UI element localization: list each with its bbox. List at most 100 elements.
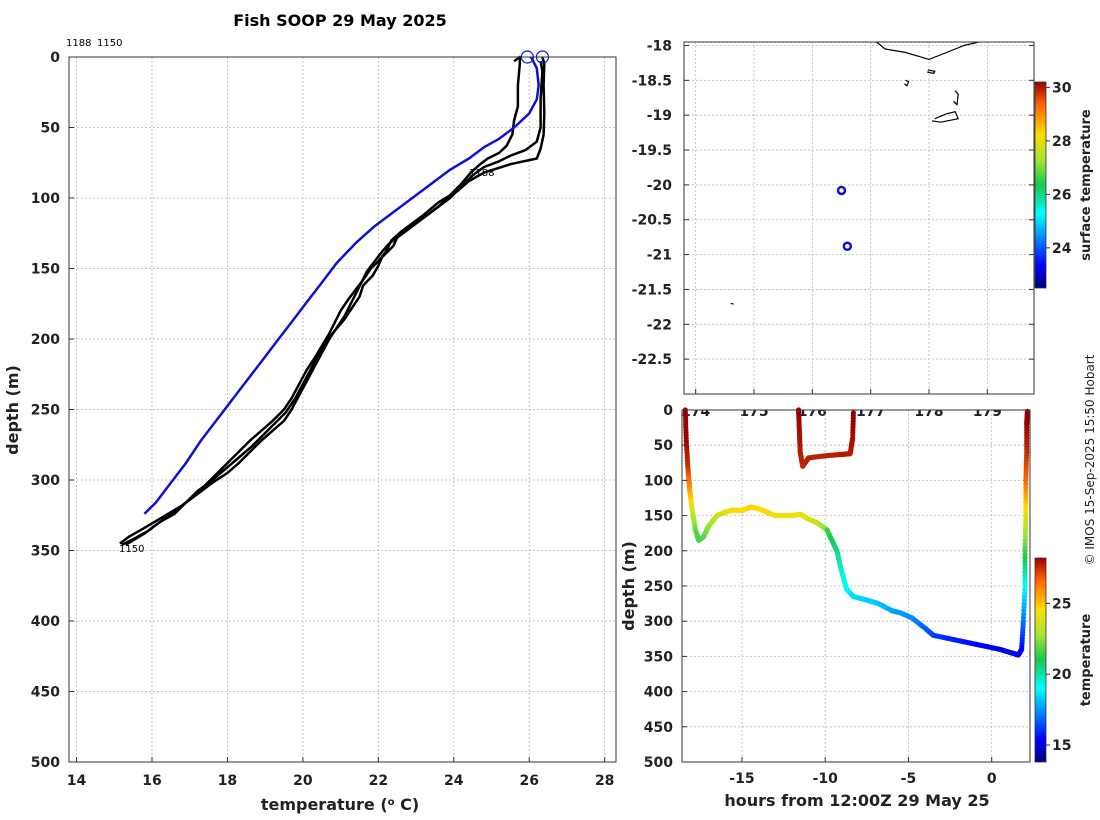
profile-label-1188: 1188 (66, 38, 91, 49)
map-ytick-label: -22.5 (632, 352, 672, 368)
timeseries-colorbar-ticks: 15 20 25 (1046, 596, 1072, 754)
timeseries-xtick-label: -5 (901, 771, 917, 787)
map-coastline (904, 79, 910, 87)
timeseries-ytick-label: 350 (644, 649, 673, 665)
profile-ytick-label: 500 (31, 755, 60, 771)
profile-ytick-label: 400 (31, 614, 60, 630)
timeseries-xticks: -15 -10 -5 0 (729, 757, 997, 787)
map-ytick-label: -20 (647, 178, 673, 194)
timeseries-ytick-label: 150 (644, 509, 673, 525)
timeseries-xlabel: hours from 12:00Z 29 May 25 (724, 791, 989, 810)
profile-annot-1188: 1188 (469, 168, 494, 179)
chart-title: Fish SOOP 29 May 2025 (233, 11, 447, 30)
profile-ytick-label: 250 (31, 403, 60, 419)
timeseries-point (1023, 488, 1029, 494)
map-cb-tick-label: 24 (1052, 241, 1072, 257)
map-coastline (927, 69, 936, 75)
map-colorbar (1034, 81, 1047, 289)
profile-annot-1150: 1150 (119, 544, 144, 555)
profile-xtick-label: 14 (67, 773, 87, 789)
map-colorbar-ticks: 24 26 28 30 (1046, 80, 1072, 257)
map-yticks: -18 -18.5 -19 -19.5 -20 -20.5 -21 -21.5 -22 -22.5 (632, 38, 1034, 368)
profile-xlabel-unit: C) (395, 795, 420, 814)
map-ytick-label: -18.5 (632, 73, 672, 89)
profile-ytick-label: 150 (31, 262, 60, 278)
profile-ytick-label: 350 (31, 544, 60, 560)
timeseries-ytick-label: 100 (644, 473, 673, 489)
timeseries-ytick-label: 0 (663, 403, 673, 419)
timeseries-xtick-label: -15 (729, 771, 754, 787)
map-ytick-label: -18 (647, 38, 672, 54)
map-coastline (876, 42, 979, 61)
profile-xlabel: temperature (o C) (261, 795, 419, 814)
timeseries-ylabel: depth (m) (619, 541, 638, 631)
map-ytick-label: -19.5 (632, 143, 672, 159)
map-ytick-label: -21.5 (632, 282, 672, 298)
timeseries-top-mask (682, 404, 1030, 410)
profile-ylabel: depth (m) (3, 365, 22, 455)
timeseries-ytick-label: 200 (644, 544, 673, 560)
map-ytick-label: -19 (647, 108, 672, 124)
profile-ytick-label: 0 (50, 50, 60, 66)
profile-xticks: 14 16 18 20 22 24 26 28 (67, 757, 614, 789)
map-axes-box (683, 41, 1035, 395)
map-coastline (931, 110, 960, 123)
profile-xtick-label: 18 (218, 773, 237, 789)
map-grid (684, 42, 1034, 394)
profile-xtick-label: 24 (444, 773, 464, 789)
profile-ytick-label: 50 (41, 121, 61, 137)
profile-xtick-label: 22 (369, 773, 388, 789)
copyright-note: © IMOS 15-Sep-2025 15:50 Hobart (1083, 354, 1097, 565)
map-ytick-label: -20.5 (632, 213, 672, 229)
profile-xtick-label: 28 (595, 773, 614, 789)
timeseries-point (1023, 506, 1029, 512)
profile-ytick-label: 200 (31, 332, 60, 348)
timeseries-points (682, 407, 1030, 658)
profile-ytick-label: 300 (31, 473, 60, 489)
map-cb-tick-label: 28 (1052, 134, 1071, 150)
map-colorbar-label: surface temperature (1079, 109, 1094, 261)
timeseries-cb-tick-label: 15 (1052, 738, 1071, 754)
map-station-marker (842, 241, 853, 251)
map-ytick-label: -22 (647, 317, 672, 333)
profile-line-1188b (124, 60, 544, 546)
profile-xtick-label: 20 (293, 773, 313, 789)
map-station-marker (836, 185, 847, 196)
map-coastlines (730, 42, 979, 305)
timeseries-ytick-label: 500 (644, 755, 673, 771)
map-ytick-label: -21 (647, 248, 672, 264)
profile-xtick-label: 16 (142, 773, 161, 789)
timeseries-xtick-label: -10 (813, 771, 839, 787)
timeseries-ytick-label: 400 (644, 685, 673, 701)
profile-ytick-label: 450 (31, 685, 60, 701)
profile-grid (69, 56, 616, 763)
timeseries-ytick-label: 50 (654, 438, 674, 454)
map-cb-tick-label: 26 (1052, 187, 1071, 203)
map-cb-tick-label: 30 (1052, 80, 1072, 96)
timeseries-point (850, 410, 857, 416)
timeseries-cb-tick-label: 25 (1052, 596, 1071, 612)
timeseries-point (1022, 576, 1028, 582)
timeseries-point (1022, 558, 1028, 565)
profile-line-blue (143, 56, 540, 515)
timeseries-cb-tick-label: 20 (1052, 667, 1072, 683)
profile-xtick-label: 26 (519, 773, 538, 789)
timeseries-xtick-label: 0 (987, 771, 997, 787)
profile-series (119, 55, 546, 547)
profile-ytick-label: 100 (31, 191, 60, 207)
timeseries-ytick-label: 450 (644, 720, 673, 736)
timeseries-yticks: 0 50 100 150 200 250 300 350 400 450 500 (644, 403, 687, 771)
profile-label-1150: 1150 (97, 38, 122, 49)
map-coastline (953, 90, 959, 107)
timeseries-ytick-label: 250 (644, 579, 673, 595)
timeseries-ytick-label: 300 (644, 614, 673, 630)
profile-xlabel-sup: o (388, 797, 395, 808)
timeseries-colorbar-label: temperature (1079, 614, 1094, 707)
profile-line-1188 (119, 55, 522, 545)
map-points (836, 185, 853, 251)
map-coastline (730, 302, 734, 305)
profile-xlabel-main: temperature ( (261, 795, 388, 814)
timeseries-grid (682, 409, 1030, 763)
profile-line-1150 (121, 56, 546, 547)
